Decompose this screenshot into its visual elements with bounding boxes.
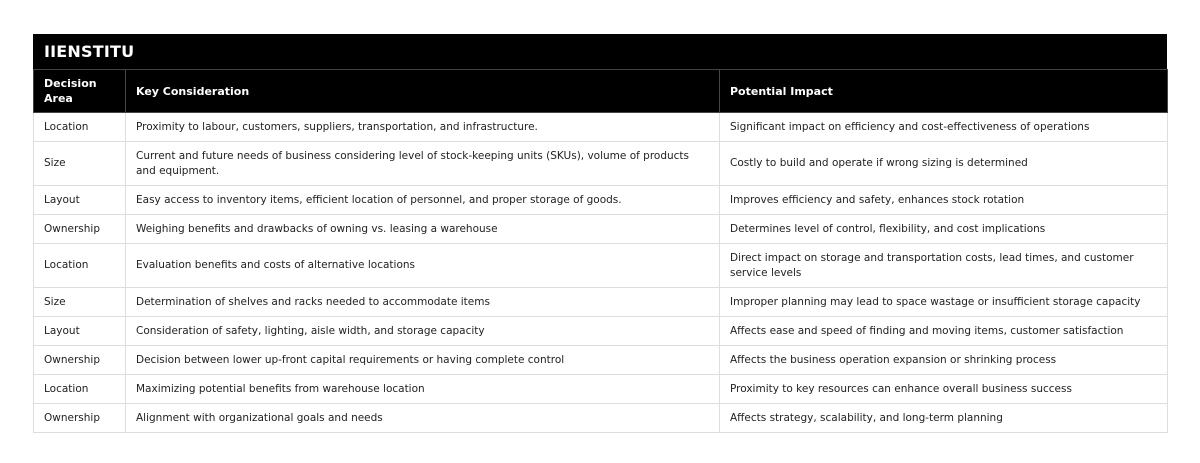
header-decision-area: Decision Area: [33, 69, 126, 113]
table-row: Ownership Weighing benefits and drawback…: [33, 214, 1168, 244]
cell-area: Layout: [33, 185, 126, 215]
table-row: Size Determination of shelves and racks …: [33, 287, 1168, 317]
brand-header: IIENSTITU: [33, 34, 1167, 69]
cell-impact: Costly to build and operate if wrong siz…: [719, 141, 1168, 186]
cell-impact: Affects ease and speed of finding and mo…: [719, 316, 1168, 346]
cell-impact: Improves efficiency and safety, enhances…: [719, 185, 1168, 215]
cell-impact: Affects strategy, scalability, and long-…: [719, 403, 1168, 433]
table-row: Location Maximizing potential benefits f…: [33, 374, 1168, 404]
cell-area: Ownership: [33, 403, 126, 433]
cell-impact: Improper planning may lead to space wast…: [719, 287, 1168, 317]
cell-consideration: Proximity to labour, customers, supplier…: [125, 112, 720, 142]
table-row: Size Current and future needs of busines…: [33, 141, 1168, 186]
cell-area: Layout: [33, 316, 126, 346]
table-row: Layout Easy access to inventory items, e…: [33, 185, 1168, 215]
table-row: Layout Consideration of safety, lighting…: [33, 316, 1168, 346]
table-row: Ownership Alignment with organizational …: [33, 403, 1168, 433]
table-row: Ownership Decision between lower up-fron…: [33, 345, 1168, 375]
cell-area: Location: [33, 243, 126, 288]
cell-consideration: Easy access to inventory items, efficien…: [125, 185, 720, 215]
cell-consideration: Alignment with organizational goals and …: [125, 403, 720, 433]
table-header-row: Decision Area Key Consideration Potentia…: [33, 69, 1168, 113]
cell-consideration: Determination of shelves and racks neede…: [125, 287, 720, 317]
table-row: Location Evaluation benefits and costs o…: [33, 243, 1168, 288]
cell-consideration: Current and future needs of business con…: [125, 141, 720, 186]
cell-area: Size: [33, 287, 126, 317]
cell-area: Size: [33, 141, 126, 186]
header-potential-impact: Potential Impact: [719, 69, 1168, 113]
decision-table: Decision Area Key Consideration Potentia…: [33, 69, 1168, 433]
cell-impact: Significant impact on efficiency and cos…: [719, 112, 1168, 142]
cell-consideration: Consideration of safety, lighting, aisle…: [125, 316, 720, 346]
cell-area: Ownership: [33, 345, 126, 375]
cell-impact: Proximity to key resources can enhance o…: [719, 374, 1168, 404]
table-row: Location Proximity to labour, customers,…: [33, 112, 1168, 142]
decision-table-container: IIENSTITU Decision Area Key Consideratio…: [33, 34, 1168, 433]
cell-area: Location: [33, 112, 126, 142]
cell-area: Ownership: [33, 214, 126, 244]
cell-impact: Determines level of control, flexibility…: [719, 214, 1168, 244]
cell-impact: Affects the business operation expansion…: [719, 345, 1168, 375]
cell-area: Location: [33, 374, 126, 404]
cell-consideration: Maximizing potential benefits from wareh…: [125, 374, 720, 404]
header-key-consideration: Key Consideration: [125, 69, 720, 113]
cell-consideration: Evaluation benefits and costs of alterna…: [125, 243, 720, 288]
cell-consideration: Weighing benefits and drawbacks of ownin…: [125, 214, 720, 244]
cell-impact: Direct impact on storage and transportat…: [719, 243, 1168, 288]
cell-consideration: Decision between lower up-front capital …: [125, 345, 720, 375]
